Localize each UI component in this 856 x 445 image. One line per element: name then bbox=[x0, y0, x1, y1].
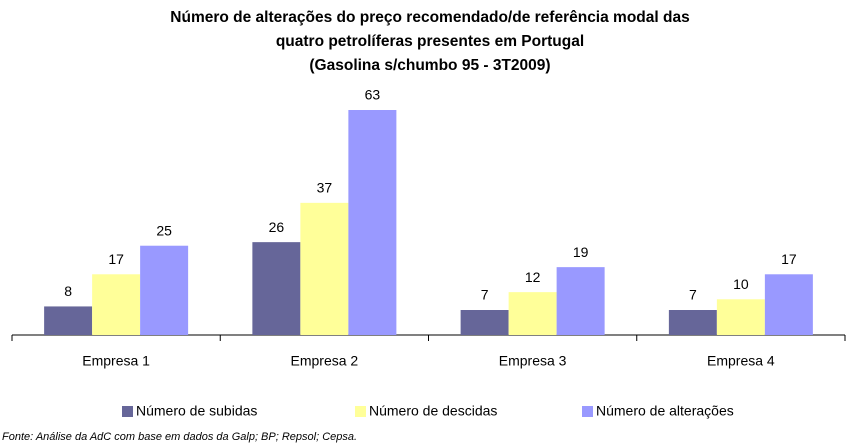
value-label: 7 bbox=[481, 287, 489, 303]
bar bbox=[668, 310, 717, 335]
bar bbox=[252, 242, 301, 335]
value-label: 26 bbox=[269, 219, 285, 235]
x-tick-label: Empresa 3 bbox=[499, 353, 567, 369]
bar bbox=[44, 306, 93, 335]
legend-label: Número de subidas bbox=[136, 403, 257, 419]
value-label: 17 bbox=[781, 251, 797, 267]
value-label: 12 bbox=[525, 269, 541, 285]
legend-swatch bbox=[582, 406, 593, 417]
value-label: 8 bbox=[64, 283, 72, 299]
value-label: 19 bbox=[573, 244, 589, 260]
bar bbox=[508, 292, 557, 335]
value-label: 25 bbox=[156, 222, 172, 238]
x-tick-label: Empresa 1 bbox=[82, 353, 150, 369]
value-label: 10 bbox=[733, 276, 749, 292]
chart-title: quatro petrolíferas presentes em Portuga… bbox=[276, 33, 584, 50]
value-label: 17 bbox=[108, 251, 124, 267]
legend-label: Número de descidas bbox=[369, 403, 497, 419]
footnote: Fonte: Análise da AdC com base em dados … bbox=[2, 431, 357, 443]
chart-title: Número de alterações do preço recomendad… bbox=[170, 9, 689, 26]
bar bbox=[764, 274, 813, 335]
x-tick-label: Empresa 4 bbox=[707, 353, 775, 369]
bar bbox=[300, 202, 349, 335]
chart-title: (Gasolina s/chumbo 95 - 3T2009) bbox=[309, 57, 550, 74]
legend-label: Número de alterações bbox=[596, 403, 734, 419]
bar bbox=[556, 267, 605, 335]
legend-swatch bbox=[122, 406, 133, 417]
x-tick-label: Empresa 2 bbox=[291, 353, 359, 369]
bar bbox=[140, 245, 189, 335]
value-label: 63 bbox=[365, 87, 381, 103]
bar bbox=[460, 310, 509, 335]
legend-swatch bbox=[355, 406, 366, 417]
value-label: 7 bbox=[689, 287, 697, 303]
bar bbox=[92, 274, 141, 335]
value-label: 37 bbox=[317, 180, 333, 196]
bar bbox=[348, 110, 397, 335]
bar bbox=[716, 299, 765, 335]
